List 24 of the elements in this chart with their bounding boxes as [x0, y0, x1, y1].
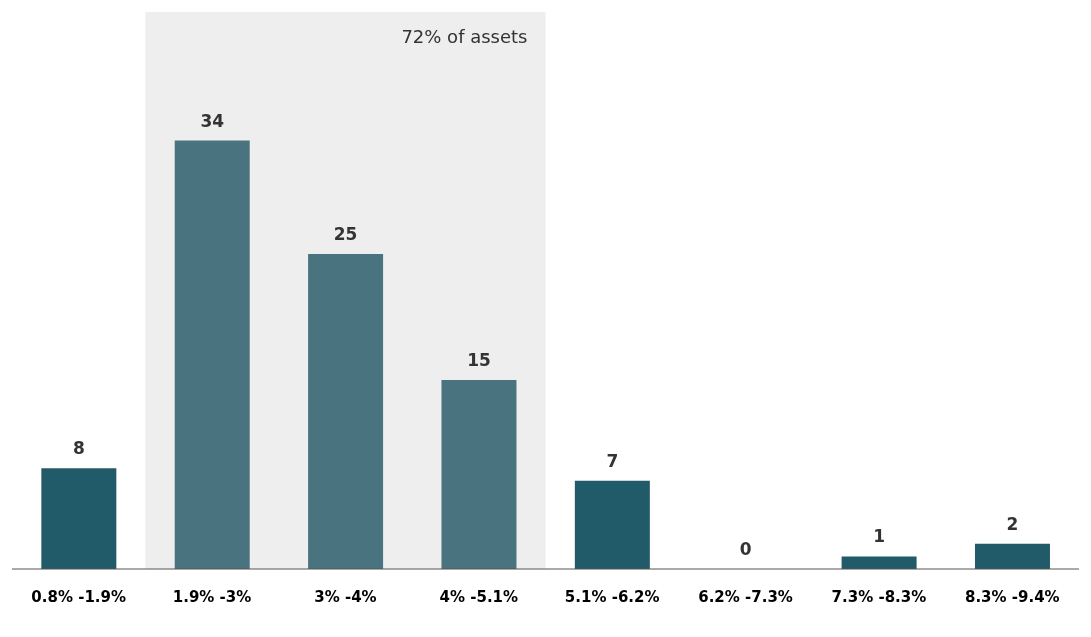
band-label: 72% of assets — [401, 25, 528, 47]
bar — [441, 379, 517, 569]
bar — [308, 253, 384, 569]
data-label: 2 — [1006, 513, 1019, 534]
bar — [574, 480, 650, 569]
data-label: 15 — [467, 349, 491, 370]
x-tick-label: 8.3% -9.4% — [964, 587, 1060, 606]
x-tick-label: 1.9% -3% — [172, 587, 252, 606]
x-tick-label: 4% -5.1% — [439, 587, 519, 606]
x-tick-label: 7.3% -8.3% — [831, 587, 927, 606]
x-tick-label: 5.1% -6.2% — [564, 587, 660, 606]
bar — [841, 556, 917, 569]
x-tick-label: 6.2% -7.3% — [698, 587, 793, 606]
data-label: 1 — [873, 526, 886, 547]
data-label: 8 — [72, 438, 85, 459]
data-label: 0 — [739, 538, 752, 559]
bar — [174, 140, 250, 569]
data-label: 34 — [200, 110, 225, 131]
data-label: 25 — [333, 223, 358, 244]
x-tick-label: 0.8% -1.9% — [31, 587, 127, 606]
bar — [41, 468, 117, 569]
data-label: 7 — [606, 450, 619, 471]
x-tick-label: 3% -4% — [314, 587, 377, 606]
bar — [974, 543, 1050, 569]
